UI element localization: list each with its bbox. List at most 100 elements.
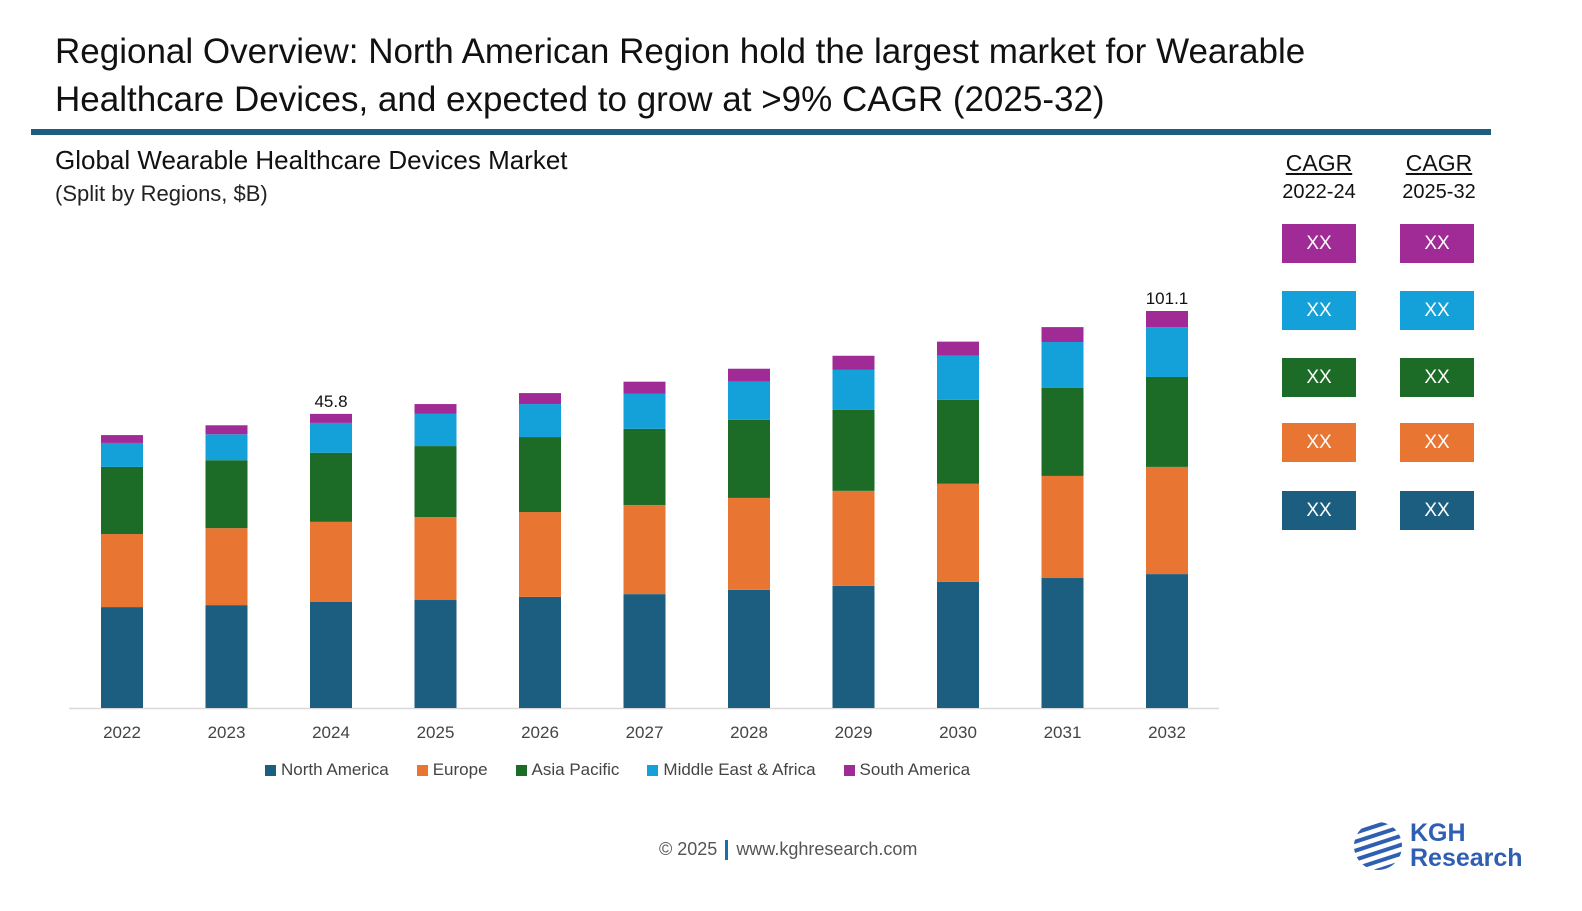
- logo-line-1: KGH: [1410, 819, 1466, 847]
- x-tick-label: 2022: [103, 723, 141, 742]
- cagr-value-south-america-2022-24: XX: [1282, 224, 1356, 263]
- chart-legend: North America Europe Asia Pacific Middle…: [265, 760, 970, 780]
- x-tick-label: 2026: [521, 723, 559, 742]
- bar-north-america-2023: [205, 605, 248, 708]
- legend-label: North America: [281, 760, 389, 779]
- bar-asia-pacific-2031: [1041, 387, 1084, 476]
- bar-north-america-2027: [623, 594, 666, 708]
- bar-south-america-2032: [1146, 311, 1188, 328]
- bar-south-america-2026: [519, 393, 561, 405]
- x-tick-label: 2032: [1148, 723, 1186, 742]
- bar-south-america-2031: [1041, 327, 1084, 343]
- bar-north-america-2022: [101, 607, 143, 708]
- legend-item-asia-pacific: Asia Pacific: [515, 760, 620, 780]
- cagr-value-europe-2022-24: XX: [1282, 423, 1356, 462]
- legend-swatch: [416, 764, 428, 776]
- cagr-value-asia-pacific-2025-32: XX: [1400, 358, 1474, 397]
- bar-asia-pacific-2026: [519, 437, 561, 513]
- cagr-value-middle-east-africa-2025-32: XX: [1400, 291, 1474, 330]
- bar-asia-pacific-2024: [310, 452, 352, 522]
- bar-middle-east-africa-2027: [623, 393, 666, 429]
- legend-label: Europe: [432, 760, 488, 779]
- bar-north-america-2032: [1146, 574, 1188, 708]
- bar-asia-pacific-2023: [205, 460, 248, 529]
- bar-middle-east-africa-2024: [310, 422, 352, 453]
- bar-europe-2032: [1146, 466, 1188, 575]
- legend-label: Middle East & Africa: [663, 760, 816, 779]
- data-label-total-2032: 101.1: [1146, 289, 1189, 308]
- bar-south-america-2022: [101, 435, 143, 443]
- copyright: © 2025: [659, 839, 718, 859]
- bar-asia-pacific-2022: [101, 466, 143, 535]
- logo-wordmark: KGH Research: [1410, 821, 1523, 871]
- bar-asia-pacific-2025: [414, 446, 457, 518]
- cagr-value-south-america-2025-32: XX: [1400, 224, 1474, 263]
- x-tick-label: 2024: [312, 723, 350, 742]
- bar-europe-2026: [519, 512, 561, 597]
- legend-swatch: [515, 764, 527, 776]
- bar-middle-east-africa-2023: [205, 434, 248, 461]
- bar-europe-2029: [832, 490, 875, 586]
- bar-north-america-2031: [1041, 578, 1084, 708]
- legend-label: Asia Pacific: [531, 760, 620, 779]
- page-title: Regional Overview: North American Region…: [55, 32, 1306, 119]
- legend-item-north-america: North America: [265, 760, 389, 780]
- legend-item-south-america: South America: [843, 760, 971, 780]
- bar-south-america-2027: [623, 381, 666, 394]
- cagr-column-2025-32: CAGR 2025-32: [1384, 150, 1494, 204]
- bar-middle-east-africa-2026: [519, 404, 561, 438]
- website-link[interactable]: www.kghresearch.com: [736, 839, 918, 859]
- footer: © 2025 www.kghresearch.com: [659, 839, 917, 860]
- x-tick-label: 2027: [626, 723, 664, 742]
- legend-label: South America: [859, 760, 971, 779]
- bar-asia-pacific-2032: [1146, 376, 1188, 467]
- bar-north-america-2030: [937, 581, 979, 708]
- legend-swatch: [843, 764, 855, 776]
- bar-europe-2024: [310, 521, 352, 602]
- cagr-period: 2022-24: [1282, 181, 1356, 203]
- bar-north-america-2029: [832, 585, 875, 708]
- chart-title: Global Wearable Healthcare Devices Marke…: [55, 145, 568, 175]
- globe-icon: [1354, 822, 1402, 870]
- logo-line-2: Research: [1410, 844, 1523, 872]
- footer-divider: [725, 839, 729, 860]
- legend-swatch: [647, 764, 659, 776]
- bar-north-america-2025: [414, 600, 457, 708]
- bar-asia-pacific-2028: [728, 419, 770, 498]
- x-tick-label: 2028: [730, 723, 768, 742]
- x-tick-label: 2030: [939, 723, 977, 742]
- x-tick-label: 2023: [208, 723, 246, 742]
- bar-south-america-2030: [937, 341, 979, 356]
- cagr-heading: CAGR: [1405, 150, 1473, 176]
- bar-middle-east-africa-2022: [101, 442, 143, 467]
- chart-subtitle: (Split by Regions, $B): [55, 181, 268, 206]
- bar-europe-2031: [1041, 475, 1084, 579]
- kgh-research-logo: KGH Research: [1352, 820, 1523, 872]
- bar-europe-2023: [205, 528, 248, 606]
- legend-swatch: [265, 764, 276, 776]
- bar-middle-east-africa-2030: [937, 355, 979, 400]
- title-divider: [31, 129, 1491, 135]
- bar-south-america-2023: [205, 425, 248, 435]
- cagr-value-middle-east-africa-2022-24: XX: [1282, 291, 1356, 330]
- x-tick-label: 2029: [835, 723, 873, 742]
- bar-north-america-2024: [310, 601, 352, 708]
- legend-item-middle-east-africa: Middle East & Africa: [647, 760, 816, 780]
- cagr-column-2022-24: CAGR 2022-24: [1264, 150, 1374, 204]
- bar-north-america-2026: [519, 596, 561, 708]
- cagr-heading: CAGR: [1285, 150, 1353, 176]
- bar-europe-2030: [937, 483, 979, 582]
- x-tick-label: 2031: [1044, 723, 1082, 742]
- bar-europe-2025: [414, 517, 457, 601]
- bar-middle-east-africa-2025: [414, 413, 457, 447]
- x-tick-label: 2025: [417, 723, 455, 742]
- cagr-value-asia-pacific-2022-24: XX: [1282, 358, 1356, 397]
- bar-north-america-2028: [728, 589, 770, 708]
- cagr-value-europe-2025-32: XX: [1400, 423, 1474, 462]
- bar-middle-east-africa-2029: [832, 369, 875, 410]
- bar-middle-east-africa-2028: [728, 381, 770, 420]
- legend-item-europe: Europe: [416, 760, 488, 780]
- bar-south-america-2028: [728, 368, 770, 382]
- bar-middle-east-africa-2032: [1146, 327, 1188, 377]
